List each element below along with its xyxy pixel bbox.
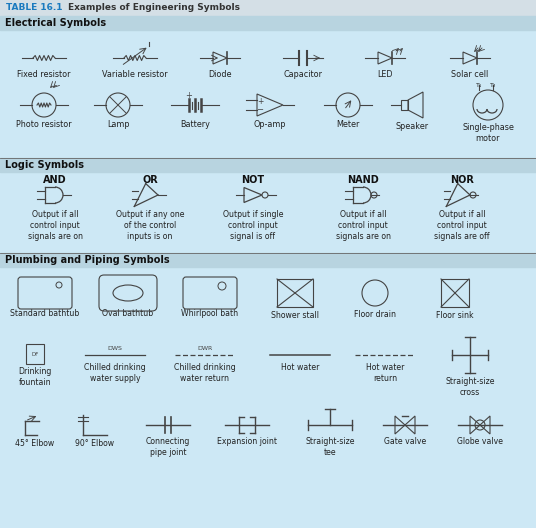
- Text: Variable resistor: Variable resistor: [102, 70, 168, 79]
- Bar: [0, 253, 536, 267]
- Text: Battery: Battery: [180, 120, 210, 129]
- Text: Output if all
control input
signals are off: Output if all control input signals are …: [434, 210, 490, 241]
- Text: Examples of Engineering Symbols: Examples of Engineering Symbols: [68, 4, 240, 13]
- Text: Photo resistor: Photo resistor: [16, 120, 72, 129]
- Bar: [0, 172, 536, 267]
- Bar: [277, 279, 313, 307]
- Text: −: −: [257, 106, 264, 115]
- Text: T₂: T₂: [490, 83, 496, 88]
- Text: Solar cell: Solar cell: [451, 70, 489, 79]
- Text: Speaker: Speaker: [396, 122, 429, 131]
- Text: 45° Elbow: 45° Elbow: [16, 439, 55, 448]
- Bar: [0, 16, 536, 30]
- Text: Diode: Diode: [209, 70, 232, 79]
- Text: DWS: DWS: [108, 346, 122, 352]
- Text: AND: AND: [43, 175, 67, 185]
- Text: LED: LED: [377, 70, 393, 79]
- Bar: [0, 0, 536, 16]
- Text: Output if any one
of the control
inputs is on: Output if any one of the control inputs …: [116, 210, 184, 241]
- Text: Fixed resistor: Fixed resistor: [17, 70, 71, 79]
- Text: 90° Elbow: 90° Elbow: [76, 439, 115, 448]
- Text: Chilled drinking
water return: Chilled drinking water return: [174, 363, 236, 383]
- Bar: [26, 344, 44, 364]
- Text: NOT: NOT: [241, 175, 265, 185]
- Text: Capacitor: Capacitor: [284, 70, 323, 79]
- Text: Straight-size
tee: Straight-size tee: [305, 437, 355, 457]
- Text: Straight-size
cross: Straight-size cross: [445, 377, 495, 397]
- Text: Expansion joint: Expansion joint: [217, 437, 277, 446]
- Text: Plumbing and Piping Symbols: Plumbing and Piping Symbols: [5, 255, 169, 265]
- Text: Output if single
control input
signal is off: Output if single control input signal is…: [223, 210, 283, 241]
- Text: Output if all
control input
signals are on: Output if all control input signals are …: [336, 210, 391, 241]
- Text: Chilled drinking
water supply: Chilled drinking water supply: [84, 363, 146, 383]
- Text: Output if all
control input
signals are on: Output if all control input signals are …: [27, 210, 83, 241]
- Text: Hot water
return: Hot water return: [366, 363, 404, 383]
- Text: Drinking
fountain: Drinking fountain: [18, 367, 51, 387]
- Text: Electrical Symbols: Electrical Symbols: [5, 18, 106, 28]
- Text: Single-phase
motor: Single-phase motor: [462, 123, 514, 143]
- Text: NAND: NAND: [347, 175, 379, 185]
- Text: Gate valve: Gate valve: [384, 437, 426, 446]
- Text: +: +: [257, 97, 263, 106]
- Text: OR: OR: [142, 175, 158, 185]
- Text: Globe valve: Globe valve: [457, 437, 503, 446]
- Text: Connecting
pipe joint: Connecting pipe joint: [146, 437, 190, 457]
- Text: Logic Symbols: Logic Symbols: [5, 160, 84, 170]
- Bar: [0, 158, 536, 172]
- Text: Hot water: Hot water: [281, 363, 319, 372]
- Bar: [441, 279, 469, 307]
- Text: Meter: Meter: [336, 120, 360, 129]
- Text: Whirlpool bath: Whirlpool bath: [182, 309, 239, 318]
- Text: DF: DF: [31, 352, 39, 356]
- Text: NOR: NOR: [450, 175, 474, 185]
- Bar: [0, 30, 536, 160]
- Bar: [0, 267, 536, 528]
- Text: T₁: T₁: [476, 83, 482, 88]
- Text: Floor drain: Floor drain: [354, 310, 396, 319]
- Text: TABLE 16.1: TABLE 16.1: [6, 4, 63, 13]
- Text: Standard bathtub: Standard bathtub: [10, 309, 80, 318]
- Text: +: +: [185, 91, 192, 100]
- Text: DWR: DWR: [197, 346, 213, 352]
- Text: Lamp: Lamp: [107, 120, 129, 129]
- Text: Shower stall: Shower stall: [271, 311, 319, 320]
- Text: Op-amp: Op-amp: [254, 120, 286, 129]
- Text: Floor sink: Floor sink: [436, 311, 474, 320]
- Text: Oval bathtub: Oval bathtub: [102, 309, 153, 318]
